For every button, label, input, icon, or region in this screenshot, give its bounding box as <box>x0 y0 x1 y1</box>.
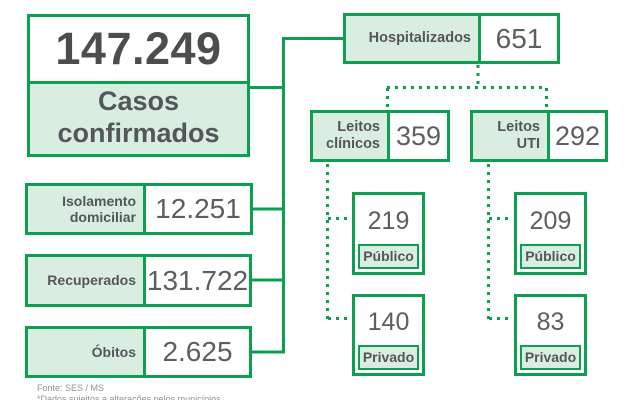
icu-private-label: Privado <box>520 345 581 370</box>
stat-recovered-label: Recuperados <box>28 257 146 304</box>
footnote: Fonte: SES / MS *Dados sujeitos a altera… <box>37 383 221 400</box>
stat-recovered-value: 131.722 <box>146 264 249 296</box>
confirmed-cases-label: Casos confirmados <box>30 81 247 154</box>
icu-private-value: 83 <box>536 308 565 336</box>
clinical-public-value: 219 <box>367 206 410 235</box>
stat-recovered: Recuperados 131.722 <box>25 254 252 307</box>
confirmed-cases-value: 147.249 <box>55 23 222 75</box>
clinical-public-label: Público <box>358 244 419 269</box>
footnote-disclaimer: *Dados sujeitos a alterações pelos munic… <box>37 394 221 400</box>
confirmed-cases-card: 147.249 Casos confirmados <box>27 14 250 157</box>
icu-public-label: Público <box>520 244 581 269</box>
clinical-public-card: 219 Público <box>352 192 425 275</box>
stat-home-isolation-label: Isolamento domiciliar <box>28 186 146 232</box>
stat-deaths-label: Óbitos <box>28 329 146 375</box>
stat-home-isolation: Isolamento domiciliar 12.251 <box>25 183 253 235</box>
icu-public-value: 209 <box>529 206 572 235</box>
stat-deaths-value: 2.625 <box>162 336 233 367</box>
stat-home-isolation-value: 12.251 <box>155 193 241 224</box>
icu-beds-value: 292 <box>554 120 601 151</box>
footnote-source: Fonte: SES / MS <box>37 383 105 393</box>
hospitalized-value: 651 <box>495 22 543 54</box>
clinical-beds-label: Leitos clínicos <box>313 113 390 159</box>
clinical-private-value: 140 <box>367 308 410 336</box>
icu-beds-card: Leitos UTI 292 <box>470 110 608 162</box>
hospitalized-label: Hospitalizados <box>346 16 481 61</box>
hospitalized-card: Hospitalizados 651 <box>343 13 560 64</box>
clinical-beds-card: Leitos clínicos 359 <box>310 110 450 162</box>
icu-beds-label: Leitos UTI <box>473 113 550 159</box>
clinical-private-label: Privado <box>358 345 419 370</box>
clinical-private-card: 140 Privado <box>352 294 425 376</box>
clinical-beds-value: 359 <box>395 120 442 151</box>
stat-deaths: Óbitos 2.625 <box>25 326 252 378</box>
icu-public-card: 209 Público <box>514 192 587 275</box>
icu-private-card: 83 Privado <box>514 294 587 376</box>
